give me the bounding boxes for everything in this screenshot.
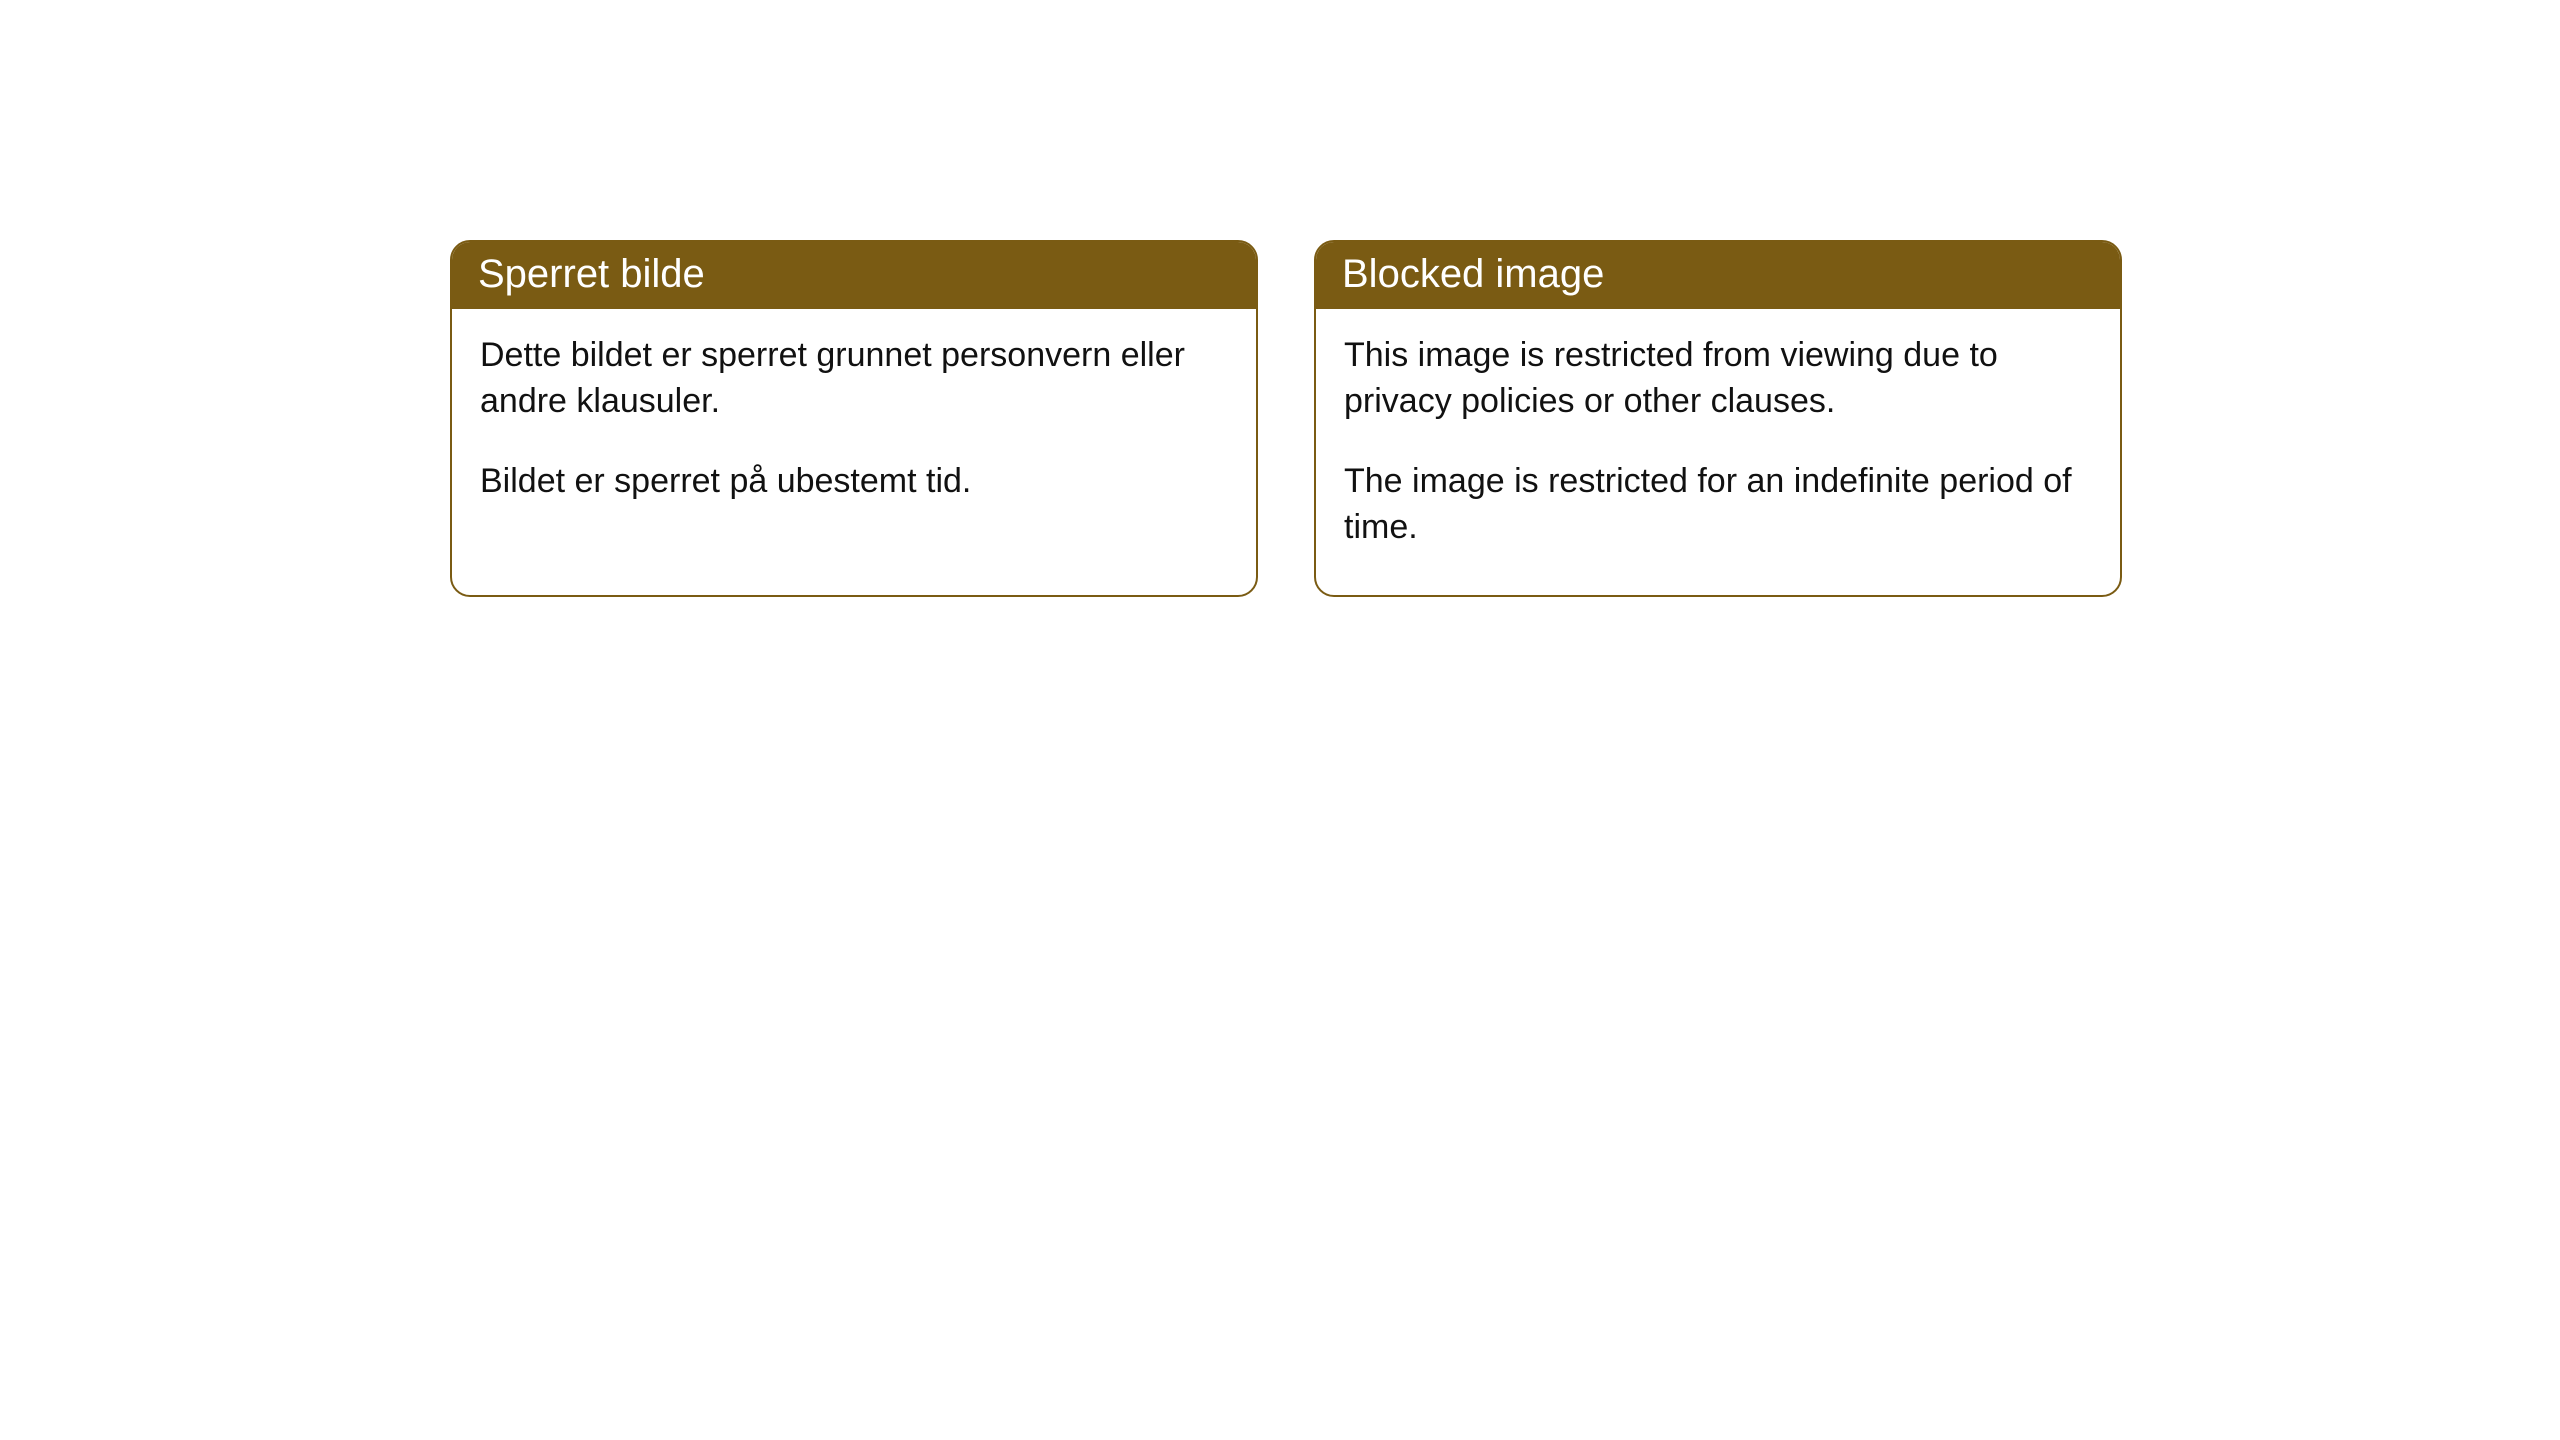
- card-title: Blocked image: [1316, 242, 2120, 309]
- card-body: Dette bildet er sperret grunnet personve…: [452, 309, 1256, 549]
- cards-container: Sperret bilde Dette bildet er sperret gr…: [450, 240, 2122, 597]
- blocked-image-card-en: Blocked image This image is restricted f…: [1314, 240, 2122, 597]
- card-paragraph: Bildet er sperret på ubestemt tid.: [480, 459, 1228, 505]
- card-body: This image is restricted from viewing du…: [1316, 309, 2120, 595]
- blocked-image-card-no: Sperret bilde Dette bildet er sperret gr…: [450, 240, 1258, 597]
- card-paragraph: The image is restricted for an indefinit…: [1344, 459, 2092, 551]
- card-paragraph: This image is restricted from viewing du…: [1344, 333, 2092, 425]
- card-paragraph: Dette bildet er sperret grunnet personve…: [480, 333, 1228, 425]
- card-title: Sperret bilde: [452, 242, 1256, 309]
